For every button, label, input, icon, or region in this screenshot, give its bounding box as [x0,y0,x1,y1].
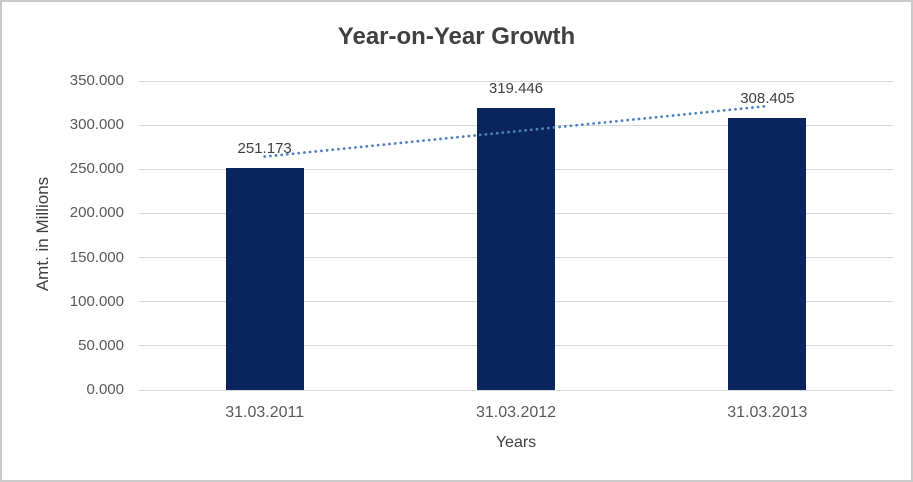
y-tick-label: 100.000 [69,292,124,310]
y-tick-label: 250.000 [69,160,124,178]
x-axis-title: Years [495,434,537,451]
bar-data-label: 319.446 [488,79,544,97]
gridline [139,80,893,82]
gridline [139,389,893,391]
chart-title: Year-on-Year Growth [337,23,576,50]
bar-data-label: 251.173 [237,140,292,158]
bar [728,117,807,390]
bar-data-label: 308.405 [740,89,795,107]
x-tick-label: 31.03.2012 [475,404,557,421]
y-tick-label: 350.000 [69,72,124,89]
y-axis-title: Amt. in Millions [33,176,52,292]
y-tick-label: 0.000 [86,381,124,398]
y-tick-label: 50.000 [78,336,124,354]
y-tick-label: 300.000 [69,116,124,134]
x-tick-label: 31.03.2011 [225,404,305,421]
y-tick-label: 200.000 [69,204,124,222]
x-tick-label: 31.03.2013 [727,404,808,421]
bar [477,107,555,390]
bar [225,168,304,390]
y-tick-label: 150.000 [69,248,124,266]
